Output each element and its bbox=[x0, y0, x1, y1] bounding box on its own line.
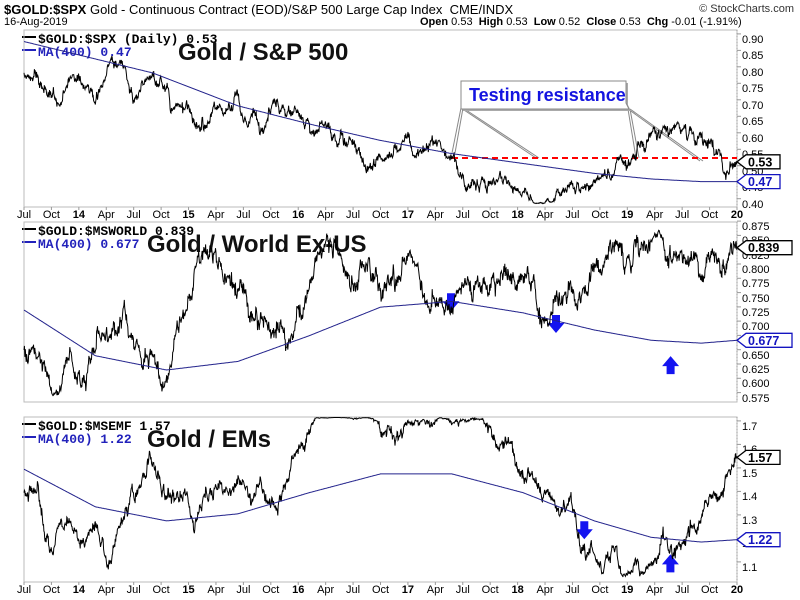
svg-text:Testing resistance: Testing resistance bbox=[469, 85, 626, 105]
svg-text:0.53: 0.53 bbox=[748, 155, 772, 169]
svg-text:0.839: 0.839 bbox=[748, 241, 779, 255]
svg-text:1.22: 1.22 bbox=[748, 533, 772, 547]
svg-text:0.47: 0.47 bbox=[748, 175, 772, 189]
svg-text:1.57: 1.57 bbox=[748, 451, 772, 465]
svg-text:0.677: 0.677 bbox=[748, 334, 779, 348]
